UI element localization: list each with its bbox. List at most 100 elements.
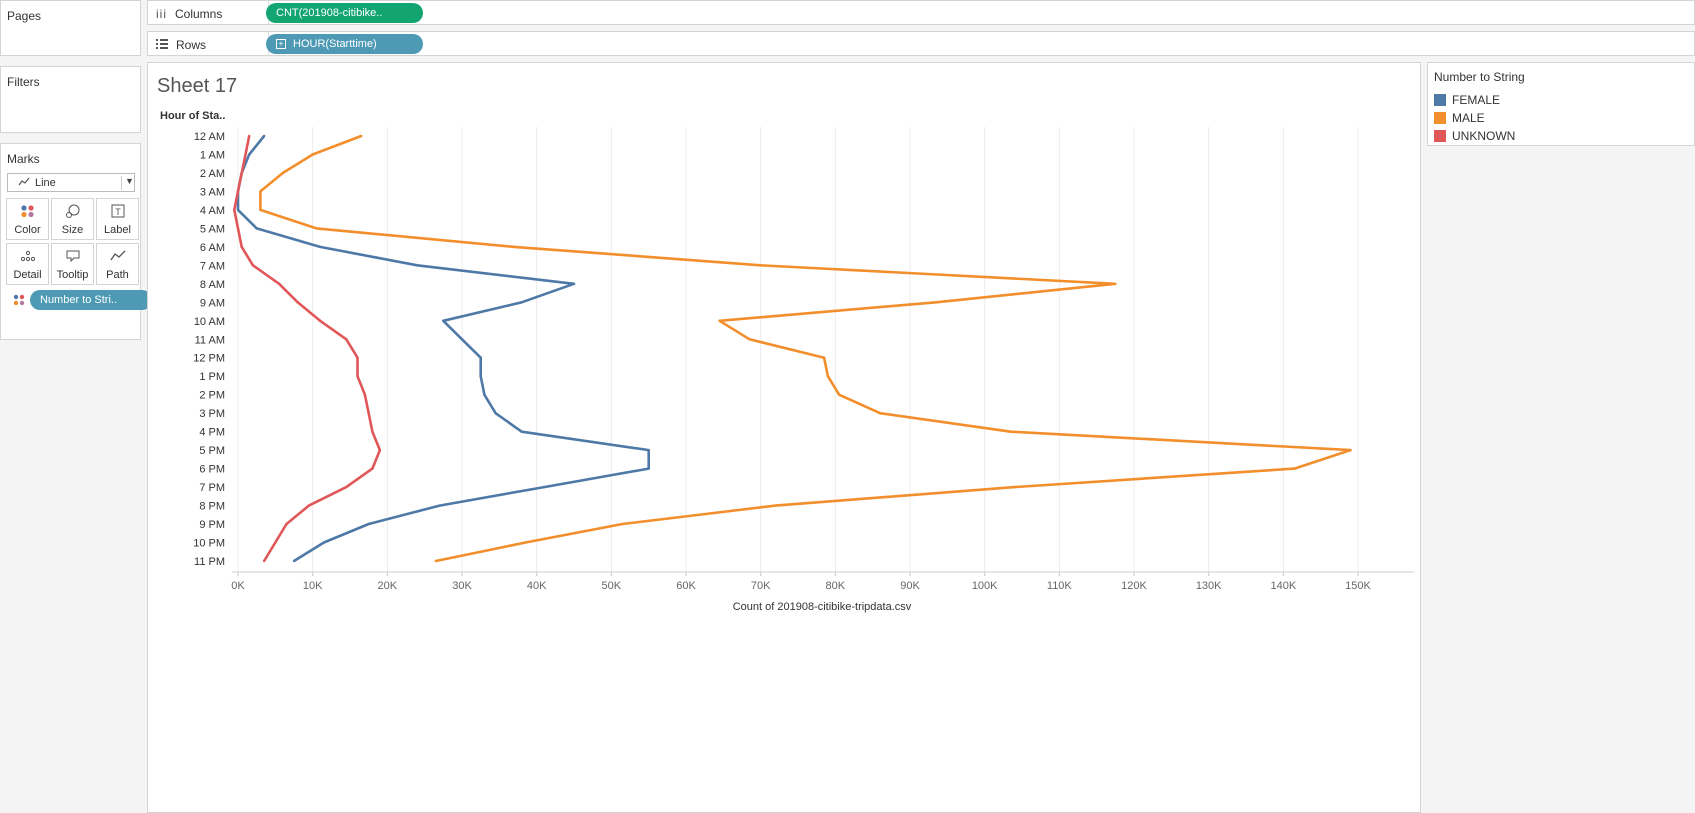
data-point[interactable] — [240, 171, 243, 175]
rows-pill-label: HOUR(Starttime) — [293, 38, 377, 50]
color-field-pill[interactable]: Number to Stri.. — [30, 290, 152, 310]
data-point[interactable] — [345, 485, 348, 489]
data-point[interactable] — [1349, 448, 1352, 452]
series-line-male[interactable] — [259, 134, 1352, 563]
data-point[interactable] — [259, 190, 262, 193]
data-point[interactable] — [285, 522, 288, 526]
data-point[interactable] — [251, 264, 255, 267]
path-button[interactable]: Path — [96, 243, 139, 285]
data-point[interactable] — [837, 393, 841, 396]
data-point[interactable] — [479, 375, 482, 378]
x-tick-label: 150K — [1345, 580, 1371, 592]
data-point[interactable] — [281, 171, 284, 175]
data-point[interactable] — [345, 338, 348, 341]
data-point[interactable] — [718, 319, 721, 322]
data-point[interactable] — [367, 411, 370, 415]
data-point[interactable] — [524, 541, 527, 544]
legend-item-female[interactable]: FEMALE — [1434, 93, 1500, 107]
x-tick-label: 40K — [527, 580, 547, 592]
legend-item-unknown[interactable]: UNKNOWN — [1434, 129, 1515, 143]
data-point[interactable] — [416, 264, 419, 267]
rows-pill[interactable]: + HOUR(Starttime) — [266, 34, 423, 54]
data-point[interactable] — [322, 541, 326, 544]
data-point[interactable] — [371, 430, 374, 433]
data-point[interactable] — [236, 208, 240, 212]
data-point[interactable] — [934, 301, 938, 304]
columns-pill[interactable]: CNT(201908-citibike.. — [266, 3, 423, 23]
tooltip-button[interactable]: Tooltip — [51, 243, 94, 285]
dropdown-divider — [121, 176, 122, 190]
data-point[interactable] — [292, 559, 296, 563]
data-point[interactable] — [240, 245, 243, 249]
data-point[interactable] — [460, 338, 464, 341]
data-point[interactable] — [378, 448, 382, 452]
data-point[interactable] — [244, 153, 247, 156]
data-point[interactable] — [1013, 485, 1016, 489]
data-point[interactable] — [360, 134, 363, 138]
mark-type-label: Line — [35, 177, 56, 189]
legend-item-male[interactable]: MALE — [1434, 111, 1485, 125]
data-point[interactable] — [774, 504, 777, 507]
data-point[interactable] — [520, 301, 523, 304]
data-point[interactable] — [371, 467, 374, 470]
y-tick-label: 1 PM — [199, 371, 225, 383]
data-point[interactable] — [315, 227, 318, 230]
data-point[interactable] — [236, 227, 240, 230]
data-point[interactable] — [542, 485, 546, 489]
label-icon: T — [97, 204, 138, 222]
data-point[interactable] — [621, 522, 624, 526]
mark-type-dropdown[interactable]: Line ▼ — [7, 173, 135, 192]
data-point[interactable] — [248, 153, 251, 156]
data-point[interactable] — [434, 559, 438, 563]
data-point[interactable] — [647, 448, 650, 452]
data-point[interactable] — [262, 559, 266, 563]
data-point[interactable] — [356, 356, 359, 359]
data-point[interactable] — [262, 134, 266, 138]
data-point[interactable] — [748, 338, 751, 341]
size-button[interactable]: Size — [51, 198, 94, 240]
data-point[interactable] — [479, 356, 482, 359]
data-point[interactable] — [759, 264, 762, 267]
data-point[interactable] — [442, 319, 445, 322]
data-point[interactable] — [259, 208, 262, 212]
data-point[interactable] — [296, 301, 299, 304]
data-point[interactable] — [363, 393, 367, 396]
data-point[interactable] — [494, 411, 497, 415]
color-button[interactable]: Color — [6, 198, 49, 240]
row-header: Hour of Sta.. — [160, 110, 226, 122]
data-point[interactable] — [277, 282, 281, 286]
data-point[interactable] — [248, 134, 251, 138]
y-tick-label: 8 PM — [199, 501, 225, 513]
data-point[interactable] — [878, 411, 882, 415]
data-point[interactable] — [822, 356, 826, 359]
data-point[interactable] — [520, 430, 523, 433]
x-tick-label: 20K — [378, 580, 398, 592]
data-point[interactable] — [274, 541, 277, 544]
data-point[interactable] — [826, 375, 830, 378]
label-button[interactable]: T Label — [96, 198, 139, 240]
data-point[interactable] — [438, 504, 441, 507]
data-point[interactable] — [483, 393, 486, 396]
detail-button[interactable]: Detail — [6, 243, 49, 285]
data-point[interactable] — [572, 282, 576, 286]
data-point[interactable] — [356, 375, 359, 378]
expand-plus-icon[interactable]: + — [276, 39, 286, 49]
data-point[interactable] — [318, 319, 322, 322]
data-point[interactable] — [513, 245, 516, 249]
data-point[interactable] — [307, 504, 311, 507]
data-point[interactable] — [311, 153, 314, 156]
data-point[interactable] — [255, 227, 258, 230]
series-line-female[interactable] — [236, 135, 651, 563]
data-point[interactable] — [367, 522, 370, 526]
data-point[interactable] — [1009, 430, 1012, 433]
data-point[interactable] — [236, 190, 240, 193]
detail-icon — [7, 249, 48, 267]
data-point[interactable] — [1114, 282, 1117, 286]
data-point[interactable] — [1293, 467, 1296, 470]
series-line-unknown[interactable] — [233, 135, 382, 562]
legend-label-unknown: UNKNOWN — [1452, 129, 1516, 143]
data-point[interactable] — [233, 208, 236, 212]
data-point[interactable] — [318, 245, 322, 249]
data-point[interactable] — [647, 467, 650, 470]
chevron-down-icon: ▼ — [125, 176, 134, 186]
